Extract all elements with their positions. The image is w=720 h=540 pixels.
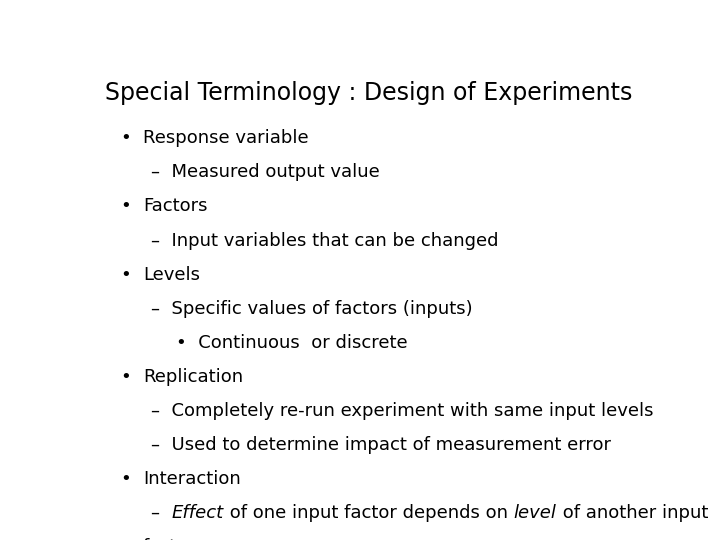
Text: •: • [121,266,132,284]
Text: of one input factor depends on: of one input factor depends on [224,504,514,522]
Text: Levels: Levels [143,266,200,284]
Text: Response variable: Response variable [143,129,309,147]
Text: –  Used to determine impact of measurement error: – Used to determine impact of measuremen… [151,436,611,454]
Text: Special Terminology : Design of Experiments: Special Terminology : Design of Experime… [105,82,633,105]
Text: –  Specific values of factors (inputs): – Specific values of factors (inputs) [151,300,473,318]
Text: factor: factor [143,538,196,540]
Text: •: • [121,368,132,386]
Text: Replication: Replication [143,368,243,386]
Text: •: • [121,198,132,215]
Text: –  Measured output value: – Measured output value [151,163,380,181]
Text: Factors: Factors [143,198,207,215]
Text: –: – [151,504,172,522]
Text: Effect: Effect [172,504,224,522]
Text: •: • [121,129,132,147]
Text: •: • [121,470,132,488]
Text: –  Input variables that can be changed: – Input variables that can be changed [151,232,499,249]
Text: •  Continuous  or discrete: • Continuous or discrete [176,334,408,352]
Text: Interaction: Interaction [143,470,240,488]
Text: level: level [514,504,557,522]
Text: of another input: of another input [557,504,708,522]
Text: –  Completely re-run experiment with same input levels: – Completely re-run experiment with same… [151,402,654,420]
